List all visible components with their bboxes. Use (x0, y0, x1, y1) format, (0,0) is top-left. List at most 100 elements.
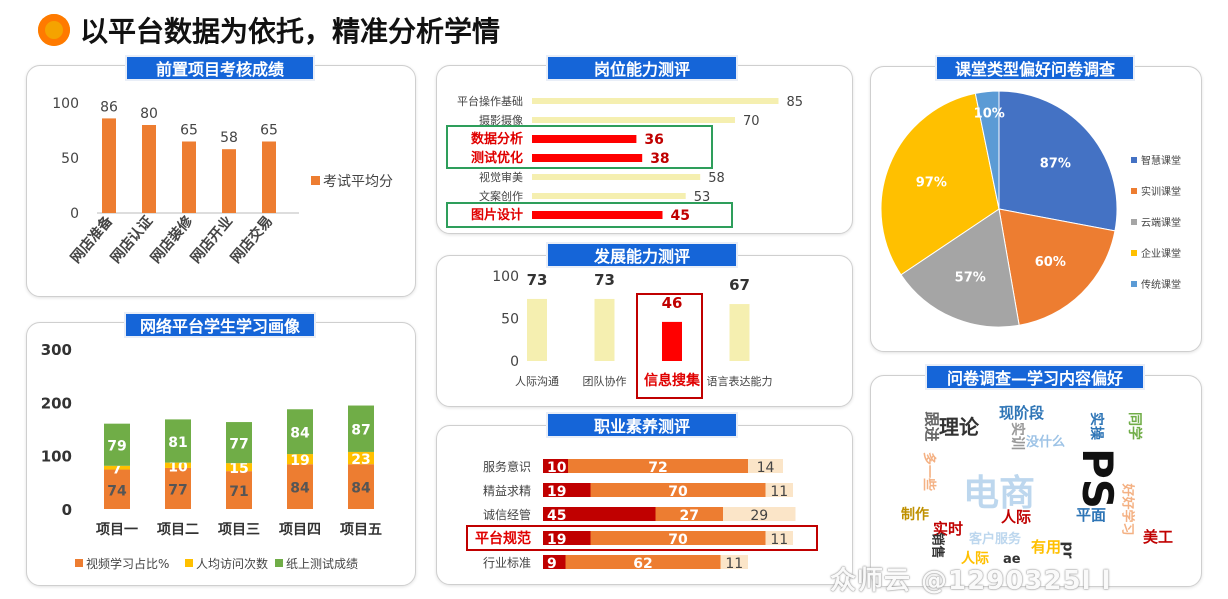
legend-swatch (1131, 281, 1137, 287)
y-tick-label: 50 (61, 151, 79, 167)
portrait-title: 网络平台学生学习画像 (124, 312, 316, 338)
bar-segment (165, 419, 191, 463)
data-label: 29 (750, 508, 768, 524)
slice-label: 57% (955, 270, 986, 285)
highlight-box (446, 125, 713, 169)
pie-slice (998, 90, 1118, 232)
bar-segment (765, 483, 793, 497)
y-tick-label: 100 (52, 96, 79, 112)
slice-label: 10% (974, 107, 1005, 122)
ability-title: 岗位能力测评 (546, 55, 738, 81)
data-label: 10 (168, 459, 188, 475)
bar-segment (287, 409, 313, 455)
y-tick-label: 200 (41, 394, 72, 412)
bar-segment (226, 422, 252, 464)
category-label: 图片设计 (471, 207, 523, 223)
content-title: 问卷调查—学习内容偏好 (925, 364, 1145, 390)
legend-label: 纸上测试成绩 (286, 556, 358, 571)
data-label: 84 (290, 426, 310, 442)
bar (532, 211, 663, 219)
bar-segment (226, 471, 252, 509)
watermark: 众师云 @1290325l l (830, 566, 1112, 596)
data-label: 15 (229, 461, 248, 477)
y-tick-label: 50 (501, 312, 519, 328)
y-tick-label: 100 (41, 448, 72, 466)
category-label: 语言表达能力 (707, 374, 773, 388)
category-label: 精益求精 (483, 484, 531, 498)
legend-label: 云端课堂 (1141, 216, 1181, 229)
legend-swatch (1131, 157, 1137, 163)
category-label: 项目二 (157, 522, 199, 538)
bar (532, 98, 779, 104)
title-bullet-icon (38, 14, 70, 46)
ability-chart: 平台操作基础 85 摄影摄像 70 数据分析 36 测试优化 38 视觉审美 58 文案创作 53 图片… (446, 94, 803, 228)
category-label: 信息搜集 (644, 372, 701, 389)
legend-swatch (1131, 250, 1137, 256)
data-label: 80 (140, 106, 158, 122)
legend-label: 实训课堂 (1141, 185, 1181, 198)
career-panel: 服务意识 10 72 14 精益求精 19 70 11 诚信经管 45 27 29 平台规范 19 70 11… (436, 425, 853, 585)
legend-swatch (185, 559, 193, 567)
legend-swatch (311, 176, 320, 185)
word-cloud-term: 同学 (1126, 412, 1142, 440)
legend-label: 智慧课堂 (1141, 154, 1181, 167)
bar (532, 135, 637, 143)
bar-segment (765, 531, 793, 545)
y-tick-label: 100 (492, 269, 519, 285)
category-label: 项目四 (279, 522, 321, 538)
data-label: 65 (180, 123, 198, 139)
category-label: 视觉审美 (479, 170, 523, 184)
content-panel: 理论 现阶段 实操 同学 跟进 实训 没什么 电商 PS 多一些 制作 实时 人际 平面 好好学习 美工 客户服… (870, 375, 1202, 587)
development-chart: 0 50 100 73 人际沟通 73 团队协作 46 信息搜集 67 语言表达能力 (492, 269, 773, 399)
data-label: 81 (168, 435, 187, 451)
data-label: 77 (168, 482, 187, 498)
word-cloud-term: ae (1003, 552, 1021, 567)
word-cloud-term: 实操 (1088, 412, 1104, 440)
bar (527, 298, 547, 361)
data-label: 46 (662, 294, 683, 312)
data-label: 77 (229, 437, 248, 453)
pie-slice (900, 208, 1020, 328)
portrait-chart: 0 100 200 300 74 7 79 项目一 77 10 81 项目二 71 15 77 项目三 84 19… (41, 341, 382, 571)
highlight-box (636, 293, 703, 399)
data-label: 27 (680, 508, 699, 524)
data-label: 53 (694, 190, 711, 205)
development-title: 发展能力测评 (546, 242, 738, 268)
data-label: 36 (644, 132, 663, 148)
data-label: 73 (527, 271, 548, 289)
bar-segment (287, 464, 313, 509)
pie-slice (974, 90, 1000, 210)
bar-segment (543, 459, 568, 473)
bar (262, 141, 276, 213)
category-label: 数据分析 (471, 131, 523, 147)
word-cloud-term: PS (1073, 447, 1123, 510)
word-cloud-term: 跟进 (922, 411, 941, 442)
bar-segment (565, 555, 721, 569)
bar (222, 149, 236, 213)
y-tick-label: 0 (62, 501, 72, 519)
data-label: 58 (708, 171, 725, 186)
word-cloud-term: 电商 (963, 473, 1036, 514)
word-cloud-term: 销售 (929, 532, 945, 559)
category-label: 项目五 (340, 522, 382, 538)
bar (729, 304, 750, 361)
word-cloud-term: 没什么 (1026, 435, 1066, 450)
bar-segment (748, 459, 783, 473)
career-title: 职业素养测评 (546, 412, 738, 438)
bar (594, 298, 615, 361)
data-label: 11 (770, 484, 788, 500)
bar-segment (543, 531, 591, 545)
bar-segment (590, 483, 766, 497)
legend-label: 视频学习占比% (86, 556, 169, 571)
word-cloud-term: 平面 (1076, 506, 1107, 524)
bar (532, 174, 701, 180)
data-label: 19 (547, 532, 566, 548)
data-label: 67 (729, 276, 750, 294)
ability-panel: 平台操作基础 85 摄影摄像 70 数据分析 36 测试优化 38 视觉审美 58 文案创作 53 图片… (436, 65, 853, 234)
slice-label: 87% (1040, 156, 1071, 171)
category-label: 测试优化 (471, 150, 523, 166)
data-label: 19 (290, 453, 309, 469)
word-cloud-term: 人际 (961, 551, 989, 567)
